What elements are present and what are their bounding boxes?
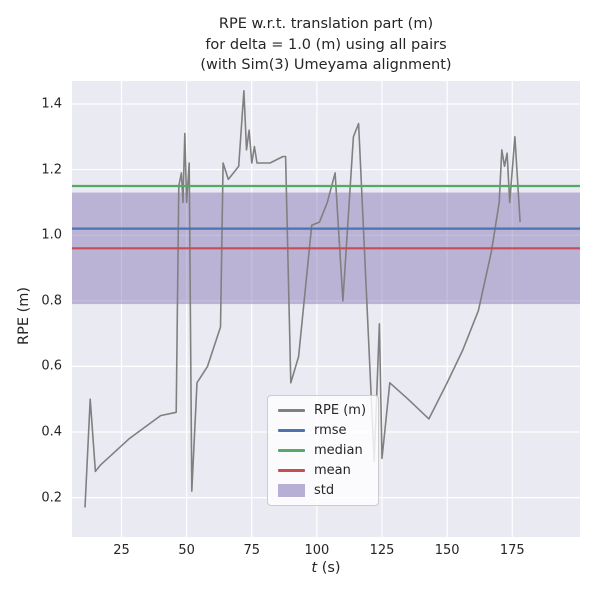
- legend-label: mean: [314, 463, 351, 478]
- legend-label: rmse: [314, 423, 347, 438]
- y-tick-label: 1.2: [41, 162, 62, 178]
- legend-label: std: [314, 483, 335, 498]
- x-axis-label-variable: t: [311, 560, 318, 576]
- legend-swatch-line: [278, 429, 305, 432]
- legend-label: median: [314, 443, 363, 458]
- y-tick-label: 0.4: [41, 424, 62, 440]
- legend-item-rpe-m: RPE (m): [278, 404, 366, 417]
- x-tick-label: 100: [304, 543, 330, 558]
- legend-item-mean: mean: [278, 464, 366, 477]
- y-tick-label: 1.0: [41, 227, 62, 243]
- legend-swatch-line: [278, 469, 305, 472]
- x-tick-label: 75: [243, 543, 261, 558]
- legend-item-rmse: rmse: [278, 424, 366, 437]
- legend: RPE (m) rmse median mean std: [267, 395, 380, 506]
- y-tick-label: 1.4: [41, 96, 62, 112]
- legend-swatch-line: [278, 449, 305, 452]
- y-tick-label: 0.2: [41, 490, 62, 506]
- x-tick-label: 125: [369, 543, 395, 558]
- legend-item-median: median: [278, 444, 366, 457]
- chart-canvas: [72, 81, 580, 537]
- chart-title: RPE w.r.t. translation part (m) for delt…: [200, 16, 452, 74]
- x-tick-label: 150: [434, 543, 460, 558]
- y-tick-label: 0.8: [41, 293, 62, 309]
- rpe-line: [84, 90, 521, 508]
- plot-area: RPE (m) rmse median mean std: [72, 81, 580, 537]
- legend-item-std: std: [278, 484, 366, 497]
- x-tick-label: 175: [499, 543, 525, 558]
- legend-swatch-patch: [278, 484, 305, 497]
- legend-swatch-line: [278, 409, 305, 412]
- x-axis-label: t (s): [72, 560, 580, 576]
- x-tick-label: 50: [178, 543, 195, 558]
- legend-label: RPE (m): [314, 403, 367, 418]
- x-axis-label-unit: (s): [317, 560, 341, 576]
- x-tick-label: 25: [113, 543, 130, 558]
- y-tick-label: 0.6: [41, 358, 62, 374]
